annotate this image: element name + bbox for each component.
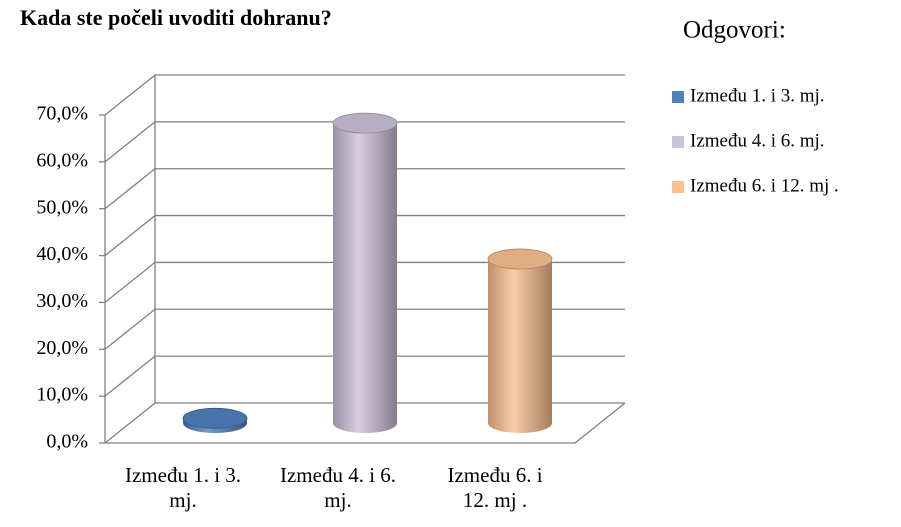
grid-line: [104, 355, 625, 397]
grid-line: [104, 214, 625, 257]
cylinder-body: [488, 259, 552, 433]
y-tick-label: 30,0%: [36, 290, 88, 312]
legend-label: Između 4. i 6. mj.: [690, 130, 825, 151]
grid-line: [104, 308, 625, 350]
cylinder-top: [332, 112, 398, 134]
cylinder-top: [182, 407, 248, 429]
grid-line: [104, 261, 625, 303]
legend-label: Između 6. i 12. mj .: [690, 175, 839, 196]
legend-label: Između 1. i 3. mj.: [690, 85, 825, 106]
grid-line: [104, 168, 625, 210]
legend-swatch: [672, 181, 684, 193]
y-tick-label: 20,0%: [36, 337, 88, 359]
x-tick-label: Između 4. i 6. mj.: [279, 463, 397, 512]
cylinder-body: [333, 123, 397, 433]
legend-swatch: [672, 91, 684, 103]
floor: [105, 402, 626, 444]
x-tick-label: Između 1. i 3. mj.: [124, 463, 242, 512]
y-tick-label: 0,0%: [46, 431, 88, 453]
legend-title: Odgovori:: [683, 17, 786, 44]
x-tick-label: Između 6. i 12. mj .: [447, 463, 543, 512]
cylinder-top: [487, 248, 553, 270]
y-tick-label: 70,0%: [36, 103, 88, 125]
grid-line: [104, 402, 625, 444]
chart-title: Kada ste počeli uvoditi dohranu?: [20, 5, 332, 30]
grid-line: [104, 121, 625, 163]
grid-line: [104, 74, 625, 116]
y-tick-label: 50,0%: [36, 196, 88, 218]
y-tick-label: 10,0%: [36, 384, 88, 406]
y-tick-label: 40,0%: [36, 243, 88, 265]
y-tick-label: 60,0%: [36, 149, 88, 171]
legend-swatch: [672, 136, 684, 148]
